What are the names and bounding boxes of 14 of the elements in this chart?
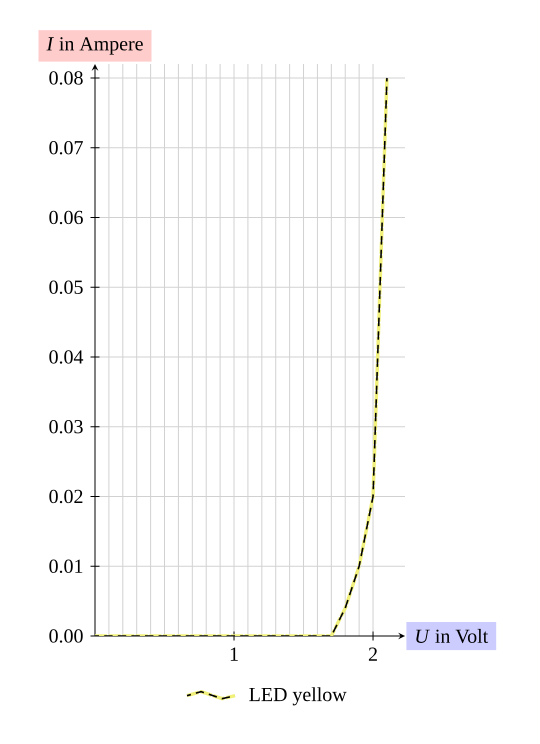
y-tick-label: 0.06 <box>49 210 83 224</box>
x-axis-title: U in Volt <box>416 628 488 644</box>
y-tick-label: 0.04 <box>49 350 84 364</box>
legend-label: LED yellow <box>249 687 347 706</box>
y-axis-title: I in Ampere <box>46 37 143 55</box>
y-tick-label: 0.07 <box>49 140 83 154</box>
y-tick-label: 0.03 <box>49 420 83 434</box>
x-tick-label: 2 <box>368 648 377 661</box>
y-tick-label: 0.08 <box>49 71 83 85</box>
y-tick-label: 0.00 <box>49 629 83 643</box>
x-tick-label: 1 <box>230 648 238 661</box>
y-tick-label: 0.02 <box>49 490 82 504</box>
y-tick-label: 0.01 <box>49 559 82 574</box>
y-tick-label: 0.05 <box>49 280 83 294</box>
